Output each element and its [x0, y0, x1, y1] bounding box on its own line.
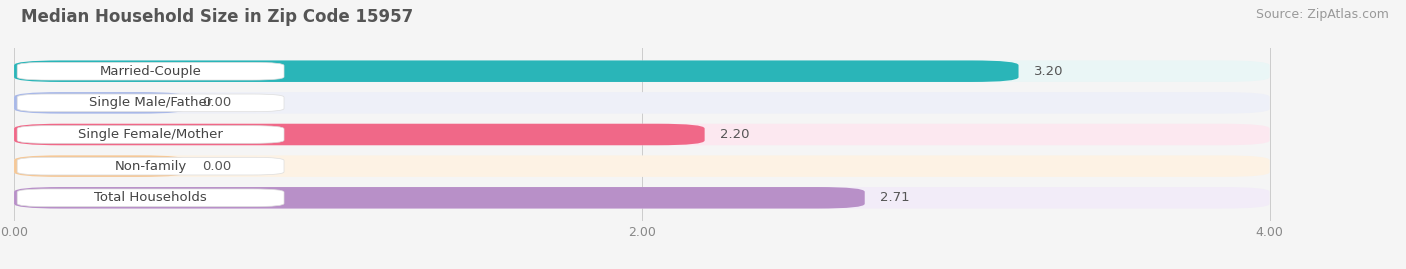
Text: Non-family: Non-family	[114, 160, 187, 173]
Text: Median Household Size in Zip Code 15957: Median Household Size in Zip Code 15957	[21, 8, 413, 26]
Text: Single Female/Mother: Single Female/Mother	[79, 128, 224, 141]
Text: 3.20: 3.20	[1035, 65, 1064, 78]
Text: Total Households: Total Households	[94, 191, 207, 204]
FancyBboxPatch shape	[14, 155, 187, 177]
FancyBboxPatch shape	[14, 187, 865, 208]
FancyBboxPatch shape	[14, 187, 1270, 208]
Text: 0.00: 0.00	[202, 160, 232, 173]
FancyBboxPatch shape	[17, 126, 284, 143]
FancyBboxPatch shape	[14, 92, 187, 114]
FancyBboxPatch shape	[14, 61, 1018, 82]
Text: 0.00: 0.00	[202, 96, 232, 109]
FancyBboxPatch shape	[14, 124, 1270, 145]
FancyBboxPatch shape	[14, 61, 1270, 82]
Text: Married-Couple: Married-Couple	[100, 65, 201, 78]
FancyBboxPatch shape	[14, 92, 1270, 114]
Text: 2.20: 2.20	[720, 128, 749, 141]
FancyBboxPatch shape	[17, 94, 284, 112]
FancyBboxPatch shape	[17, 189, 284, 207]
FancyBboxPatch shape	[14, 124, 704, 145]
FancyBboxPatch shape	[17, 157, 284, 175]
FancyBboxPatch shape	[17, 62, 284, 80]
Text: Source: ZipAtlas.com: Source: ZipAtlas.com	[1256, 8, 1389, 21]
Text: 2.71: 2.71	[880, 191, 910, 204]
Text: Single Male/Father: Single Male/Father	[89, 96, 212, 109]
FancyBboxPatch shape	[14, 155, 1270, 177]
